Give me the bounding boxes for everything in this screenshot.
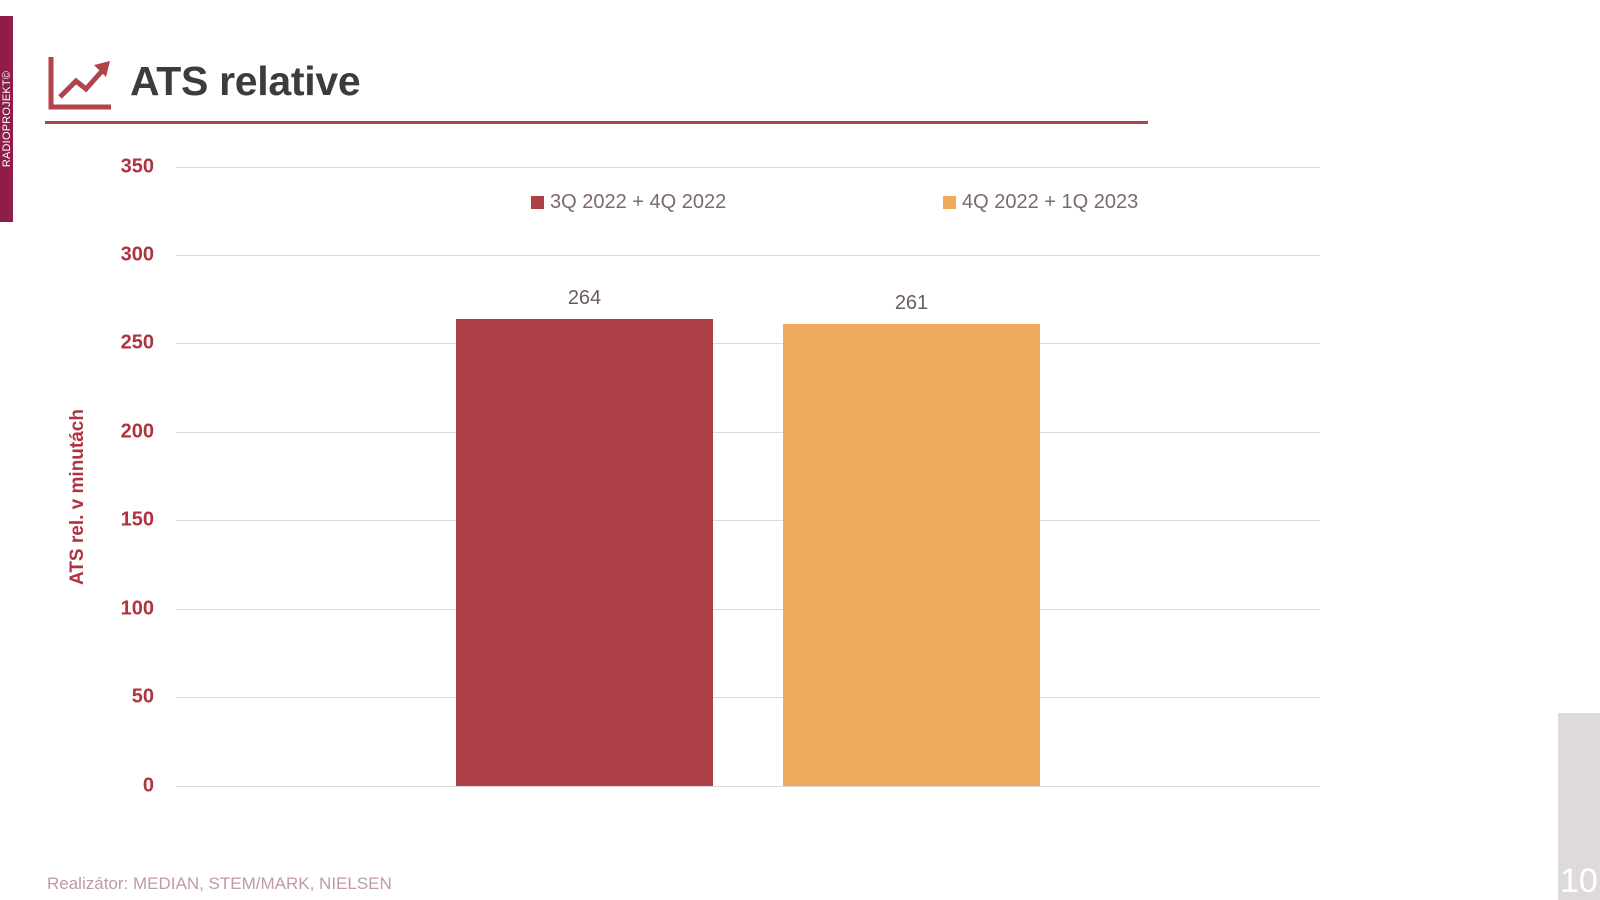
bar-value-label: 264: [567, 287, 602, 309]
y-tick-label: 150: [120, 508, 154, 531]
legend-swatch-icon: [531, 196, 544, 209]
y-tick-label: 50: [131, 685, 154, 708]
y-tick-label: 200: [120, 420, 154, 443]
y-tick-label: 250: [120, 331, 154, 354]
gridline-250: [176, 343, 1320, 344]
legend-item-series-2: 4Q 2022 + 1Q 2023: [943, 191, 1138, 214]
gridline-350: [176, 167, 1320, 168]
title-divider: [45, 121, 1148, 124]
y-tick-label: 350: [120, 155, 154, 178]
source-footer: Realizátor: MEDIAN, STEM/MARK, NIELSEN: [47, 874, 392, 893]
y-tick-label: 300: [120, 243, 154, 266]
legend-item-series-1: 3Q 2022 + 4Q 2022: [531, 191, 726, 214]
y-tick-label: 0: [142, 774, 154, 797]
gridline-200: [176, 432, 1320, 433]
page-number: 10: [1560, 862, 1598, 900]
bar-series-2: [783, 324, 1040, 786]
gridline-0: [176, 786, 1320, 787]
legend-label: 4Q 2022 + 1Q 2023: [962, 191, 1139, 213]
gridline-100: [176, 609, 1320, 610]
page-title: ATS relative: [130, 58, 361, 104]
gridline-150: [176, 520, 1320, 521]
y-axis-label: ATS rel. v minutách: [67, 409, 88, 585]
y-tick-label: 100: [120, 597, 154, 620]
bar-series-1: [456, 319, 713, 786]
bar-value-label: 261: [894, 292, 929, 314]
brand-side-tab: RADIOPROJEKT©: [0, 16, 13, 222]
page-number-strip: [1558, 713, 1600, 900]
gridline-50: [176, 697, 1320, 698]
trending-up-chart-icon: [48, 57, 111, 110]
legend-label: 3Q 2022 + 4Q 2022: [550, 191, 727, 213]
gridline-300: [176, 255, 1320, 256]
legend-swatch-icon: [943, 196, 956, 209]
